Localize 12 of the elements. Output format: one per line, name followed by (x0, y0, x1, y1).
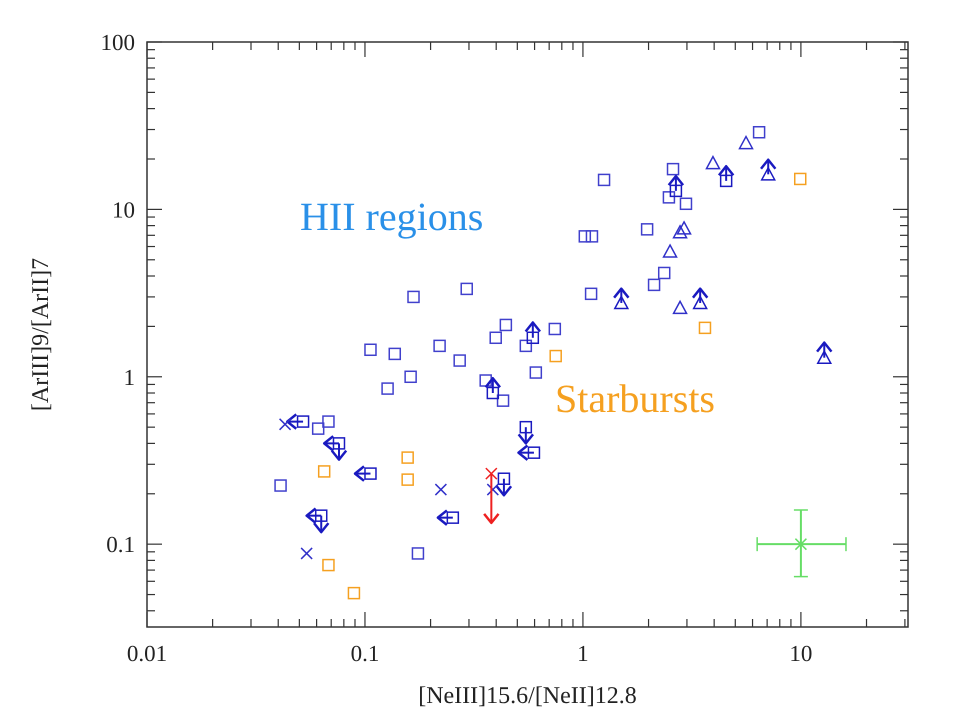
series-label: HII regions (300, 194, 484, 239)
y-tick-label: 0.1 (106, 532, 135, 558)
y-tick-label: 10 (112, 197, 135, 222)
x-tick-label: 1 (577, 641, 589, 666)
x-tick-label: 0.01 (126, 641, 168, 666)
y-axis-title: [ArIII]9/[ArII]7 (28, 258, 54, 412)
y-tick-label: 1 (124, 364, 135, 390)
x-axis-title: [NeIII]15.6/[NeII]12.8 (418, 683, 637, 709)
series-label: Starbursts (555, 376, 715, 421)
y-tick-label: 100 (100, 30, 135, 55)
x-tick-label: 0.1 (350, 641, 380, 666)
x-tick-label: 10 (789, 641, 812, 666)
